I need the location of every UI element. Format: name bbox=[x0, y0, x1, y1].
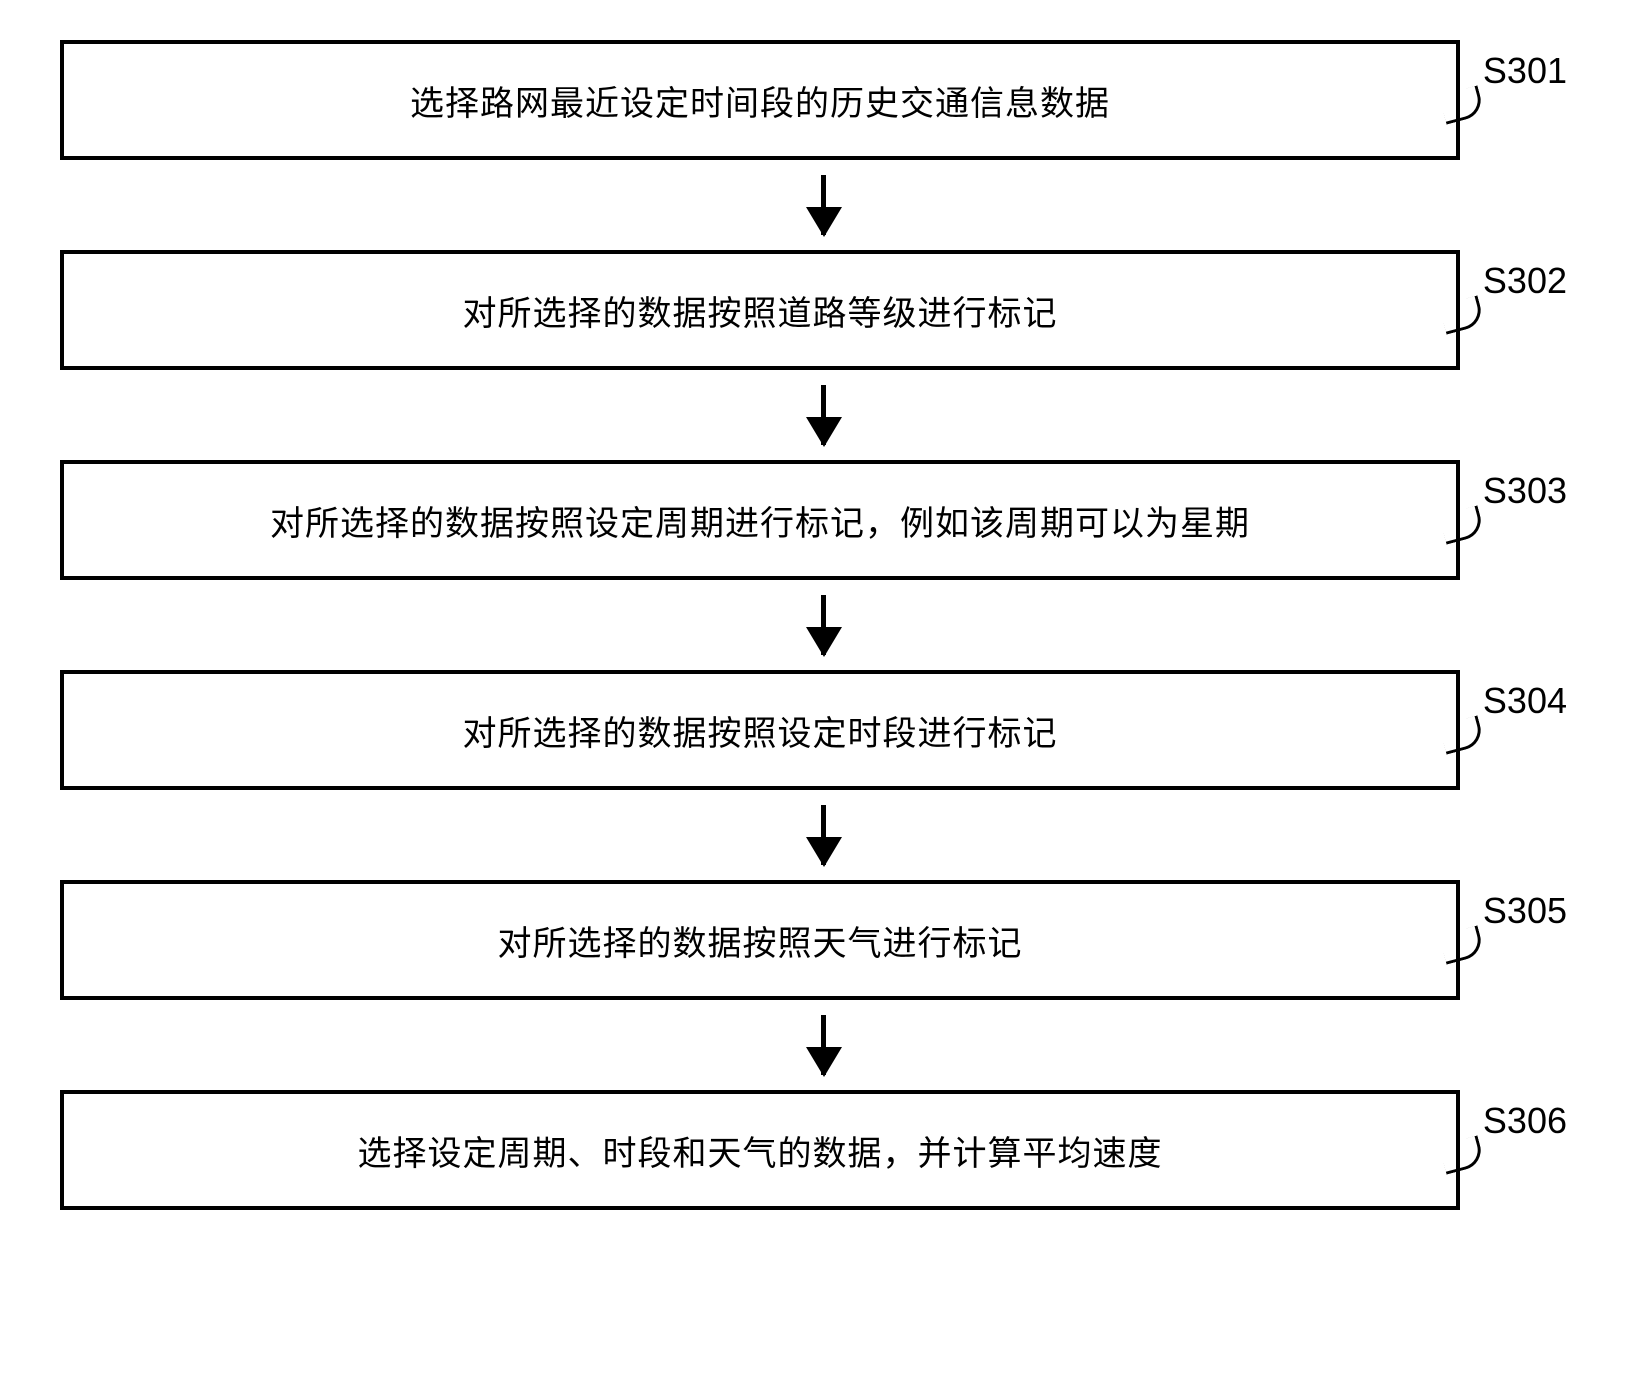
step-label-3: S303 bbox=[1483, 470, 1567, 512]
step-text: 对所选择的数据按照设定周期进行标记，例如该周期可以为星期 bbox=[270, 496, 1250, 545]
step-text: 对所选择的数据按照天气进行标记 bbox=[498, 916, 1023, 965]
arrow-icon bbox=[821, 385, 826, 445]
step-text: 对所选择的数据按照道路等级进行标记 bbox=[463, 286, 1058, 335]
step-row-1: 选择路网最近设定时间段的历史交通信息数据 S301 bbox=[60, 40, 1587, 160]
step-box-4: 对所选择的数据按照设定时段进行标记 bbox=[60, 670, 1460, 790]
arrow-container bbox=[124, 1000, 1524, 1090]
step-text: 选择设定周期、时段和天气的数据，并计算平均速度 bbox=[358, 1126, 1163, 1175]
arrow-container bbox=[124, 790, 1524, 880]
step-row-5: 对所选择的数据按照天气进行标记 S305 bbox=[60, 880, 1587, 1000]
step-text: 选择路网最近设定时间段的历史交通信息数据 bbox=[410, 76, 1110, 125]
step-box-3: 对所选择的数据按照设定周期进行标记，例如该周期可以为星期 bbox=[60, 460, 1460, 580]
arrow-icon bbox=[821, 1015, 826, 1075]
step-box-5: 对所选择的数据按照天气进行标记 bbox=[60, 880, 1460, 1000]
step-box-6: 选择设定周期、时段和天气的数据，并计算平均速度 bbox=[60, 1090, 1460, 1210]
arrow-container bbox=[124, 580, 1524, 670]
step-row-4: 对所选择的数据按照设定时段进行标记 S304 bbox=[60, 670, 1587, 790]
arrow-icon bbox=[821, 175, 826, 235]
step-row-2: 对所选择的数据按照道路等级进行标记 S302 bbox=[60, 250, 1587, 370]
step-label-1: S301 bbox=[1483, 50, 1567, 92]
arrow-container bbox=[124, 160, 1524, 250]
arrow-icon bbox=[821, 595, 826, 655]
step-label-4: S304 bbox=[1483, 680, 1567, 722]
step-box-1: 选择路网最近设定时间段的历史交通信息数据 bbox=[60, 40, 1460, 160]
step-label-6: S306 bbox=[1483, 1100, 1567, 1142]
step-label-2: S302 bbox=[1483, 260, 1567, 302]
step-label-5: S305 bbox=[1483, 890, 1567, 932]
step-text: 对所选择的数据按照设定时段进行标记 bbox=[463, 706, 1058, 755]
step-row-6: 选择设定周期、时段和天气的数据，并计算平均速度 S306 bbox=[60, 1090, 1587, 1210]
step-box-2: 对所选择的数据按照道路等级进行标记 bbox=[60, 250, 1460, 370]
flowchart-container: 选择路网最近设定时间段的历史交通信息数据 S301 对所选择的数据按照道路等级进… bbox=[60, 40, 1587, 1210]
arrow-icon bbox=[821, 805, 826, 865]
arrow-container bbox=[124, 370, 1524, 460]
step-row-3: 对所选择的数据按照设定周期进行标记，例如该周期可以为星期 S303 bbox=[60, 460, 1587, 580]
